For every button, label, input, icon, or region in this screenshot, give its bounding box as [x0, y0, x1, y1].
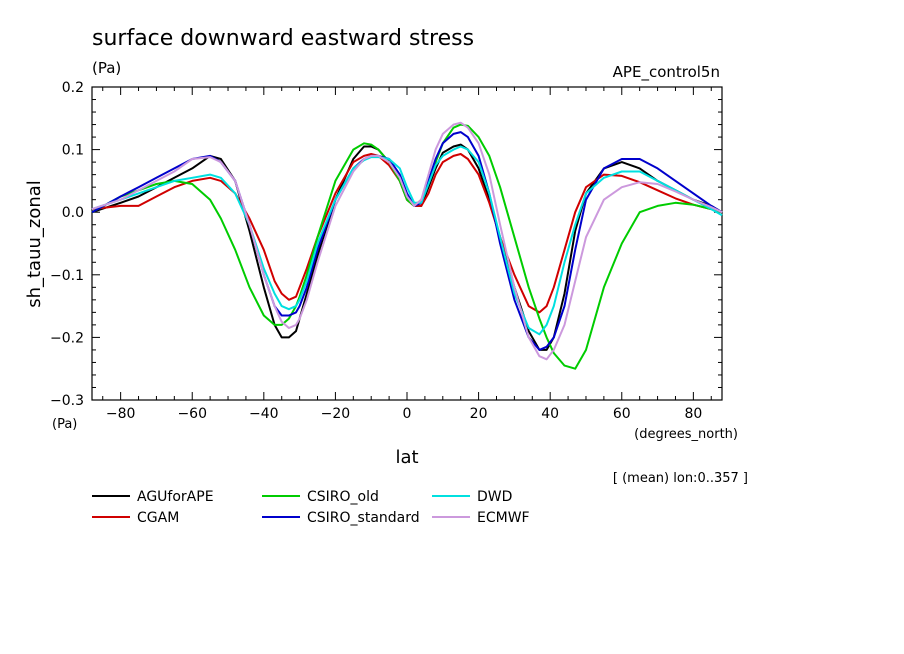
y-tick-label: 0.2 — [62, 80, 84, 96]
plot-frame — [91, 86, 723, 401]
units-bottom-label: (Pa) — [52, 417, 77, 432]
x-tick-label: 80 — [684, 406, 702, 422]
units-top-label: (Pa) — [92, 59, 121, 77]
x-tick-label: −40 — [249, 406, 279, 422]
series-line-aguforape — [91, 143, 723, 351]
mean-note: [ (mean) lon:0..357 ] — [613, 471, 748, 486]
legend-label: CGAM — [137, 510, 179, 526]
x-tick-label: −80 — [106, 406, 136, 422]
legend-label: DWD — [477, 489, 512, 505]
series-line-dwd — [91, 145, 723, 336]
y-tick-label: 0.1 — [62, 143, 84, 159]
x-tick-label: 0 — [403, 406, 412, 422]
legend-label: ECMWF — [477, 510, 530, 526]
legend: AGUforAPE CGAM CSIRO_old CSIRO_standard DWD E… — [92, 489, 530, 526]
x-tick-label: 40 — [541, 406, 559, 422]
x-tick-label: −20 — [321, 406, 351, 422]
legend-label: CSIRO_standard — [307, 510, 420, 526]
legend-label: AGUforAPE — [137, 489, 214, 505]
x-tick-label: −60 — [177, 406, 207, 422]
x-tick-label: 20 — [470, 406, 488, 422]
series-lines — [91, 121, 723, 370]
plot-area: −80 −60 −40 −20 0 20 40 60 80 0.2 0.1 0.0 −0.1 −0.2 −0… — [50, 80, 723, 422]
experiment-label: APE_control5n — [613, 63, 720, 82]
y-axis-label: sh_tauu_zonal — [24, 180, 45, 308]
legend-label: CSIRO_old — [307, 489, 379, 505]
y-tick-label: 0.0 — [62, 205, 84, 221]
chart-title: surface downward eastward stress — [92, 26, 474, 51]
y-tick-label: −0.3 — [50, 393, 84, 409]
x-tick-label: 60 — [613, 406, 631, 422]
y-tick-label: −0.1 — [50, 268, 84, 284]
y-tick-label: −0.2 — [50, 330, 84, 346]
series-line-ecmwf — [91, 121, 723, 361]
x-axis-label: lat — [395, 447, 418, 468]
x-units-label: (degrees_north) — [634, 427, 738, 442]
